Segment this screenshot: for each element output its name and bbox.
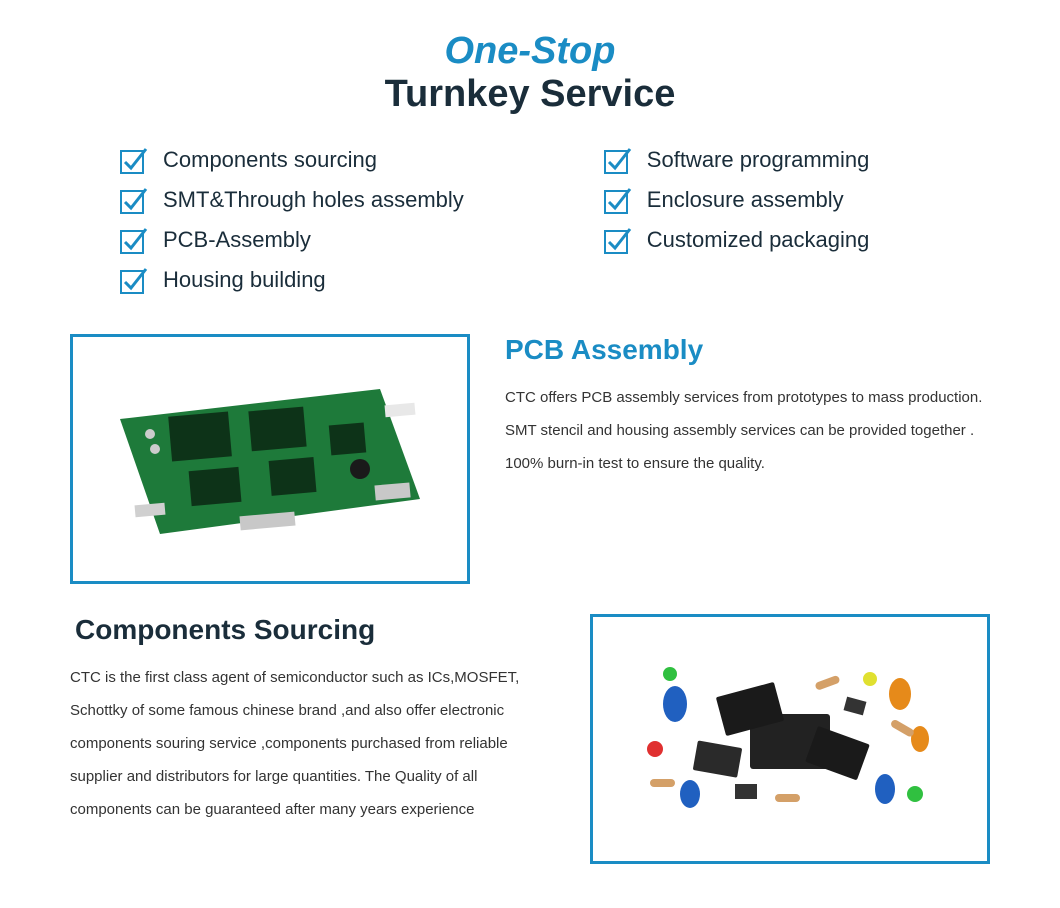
feature-item: PCB-Assembly: [120, 226, 464, 254]
pcb-section-title: PCB Assembly: [505, 334, 990, 366]
feature-label: PCB-Assembly: [163, 227, 311, 253]
feature-item: Software programming: [604, 146, 870, 174]
components-image-frame: [590, 614, 990, 864]
feature-label: Housing building: [163, 267, 326, 293]
pcb-section-body: CTC offers PCB assembly services from pr…: [505, 381, 990, 480]
feature-item: Components sourcing: [120, 146, 464, 174]
components-section-title: Components Sourcing: [70, 614, 555, 646]
checkmark-icon: [604, 146, 632, 174]
feature-label: Customized packaging: [647, 227, 870, 253]
checkmark-icon: [120, 266, 148, 294]
checkmark-icon: [604, 186, 632, 214]
feature-label: SMT&Through holes assembly: [163, 187, 464, 213]
pcb-assembly-section: PCB Assembly CTC offers PCB assembly ser…: [70, 334, 990, 584]
checkmark-icon: [120, 146, 148, 174]
feature-label: Software programming: [647, 147, 870, 173]
feature-item: Customized packaging: [604, 226, 870, 254]
components-text-block: Components Sourcing CTC is the first cla…: [70, 614, 555, 826]
page-header: One-Stop Turnkey Service: [70, 30, 990, 116]
feature-item: SMT&Through holes assembly: [120, 186, 464, 214]
components-image: [620, 639, 960, 839]
feature-item: Enclosure assembly: [604, 186, 870, 214]
feature-item: Housing building: [120, 266, 464, 294]
pcb-board-image: [100, 359, 440, 559]
components-sourcing-section: Components Sourcing CTC is the first cla…: [70, 614, 990, 864]
checkmark-icon: [120, 186, 148, 214]
feature-label: Enclosure assembly: [647, 187, 844, 213]
pcb-text-block: PCB Assembly CTC offers PCB assembly ser…: [505, 334, 990, 480]
features-right-column: Software programming Enclosure assembly …: [604, 146, 870, 294]
header-title-dark: Turnkey Service: [70, 73, 990, 116]
features-grid: Components sourcing SMT&Through holes as…: [70, 146, 990, 294]
checkmark-icon: [120, 226, 148, 254]
features-left-column: Components sourcing SMT&Through holes as…: [120, 146, 464, 294]
feature-label: Components sourcing: [163, 147, 377, 173]
pcb-image-frame: [70, 334, 470, 584]
components-section-body: CTC is the first class agent of semicond…: [70, 661, 555, 826]
header-title-accent: One-Stop: [70, 30, 990, 73]
checkmark-icon: [604, 226, 632, 254]
